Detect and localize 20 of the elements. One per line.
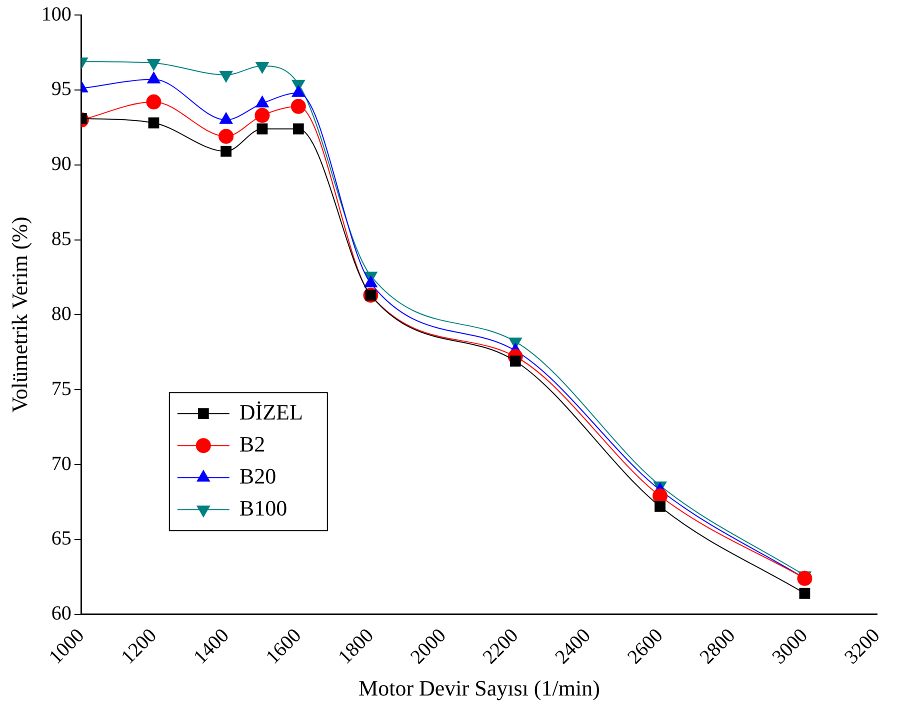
y-tick-label: 85	[51, 228, 72, 250]
y-tick-label: 75	[51, 378, 72, 400]
x-tick-label: 1400	[189, 624, 234, 668]
x-tick-label: 1600	[262, 624, 306, 668]
y-tick-label: 90	[51, 153, 72, 176]
x-tick-label: 1800	[334, 624, 378, 668]
y-tick-label: 65	[51, 528, 72, 550]
y-tick-label: 100	[41, 3, 72, 26]
y-axis-title: Volümetrik Verim (%)	[6, 216, 32, 413]
x-tick-label: 1000	[44, 624, 89, 668]
x-axis-title: Motor Devir Sayısı (1/min)	[358, 676, 600, 701]
x-tick-label: 1200	[117, 624, 161, 668]
legend-label: B100	[239, 495, 288, 520]
legend-label: B2	[239, 431, 266, 456]
y-tick-label: 80	[51, 302, 72, 325]
y-tick-label: 60	[51, 602, 72, 625]
y-tick-label: 70	[51, 452, 72, 475]
y-tick-label: 95	[51, 78, 72, 100]
legend-label: DİZEL	[239, 399, 303, 424]
legend-label: B20	[239, 463, 276, 488]
